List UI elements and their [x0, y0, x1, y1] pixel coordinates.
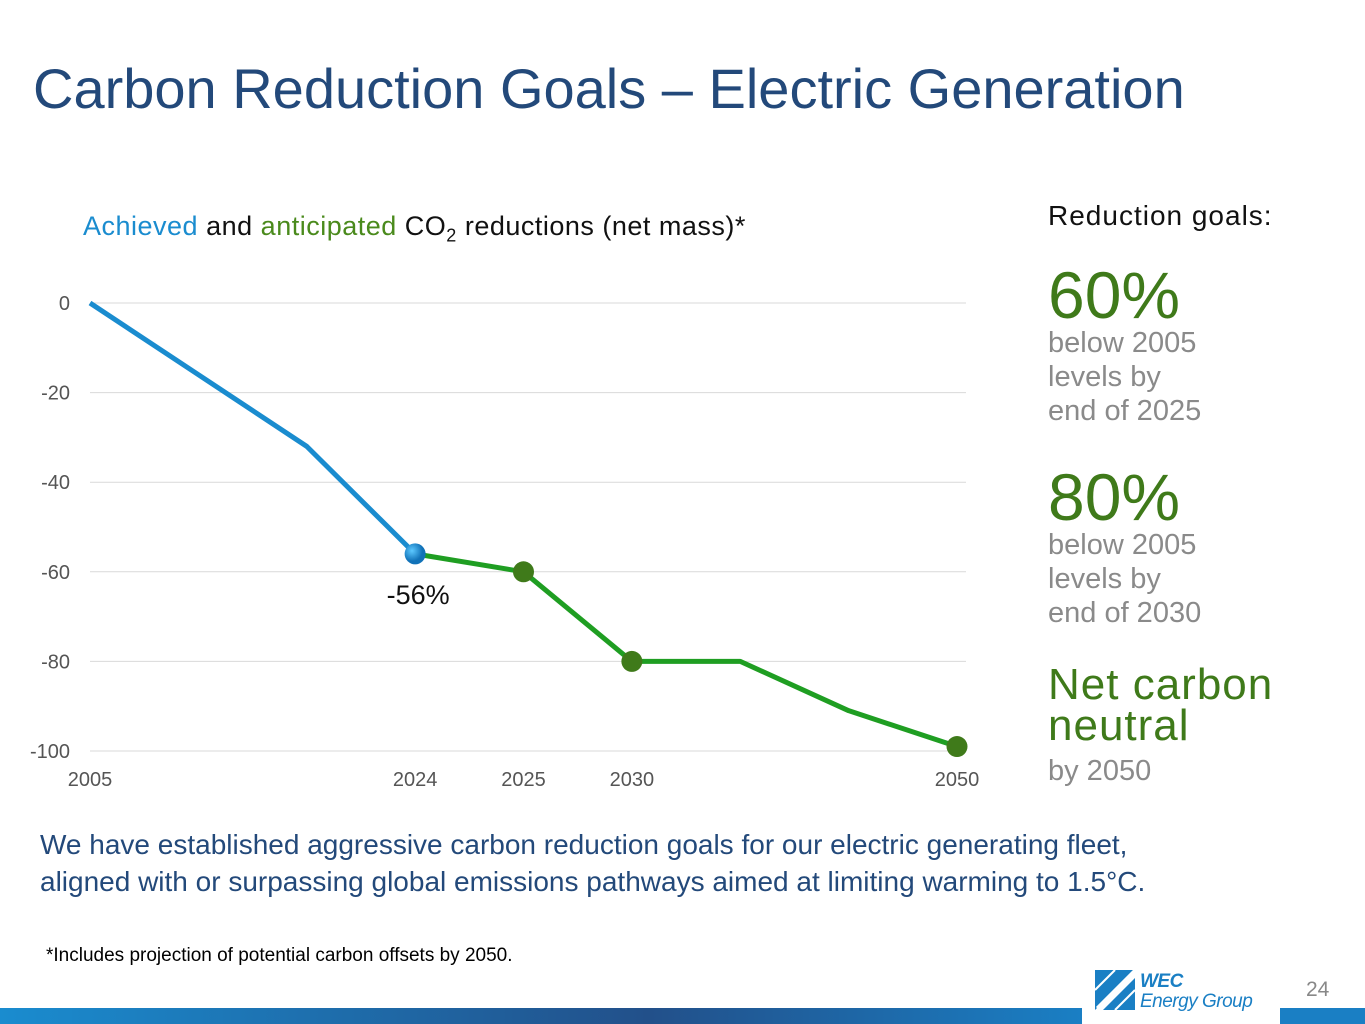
- footer-bar: [1280, 1008, 1365, 1024]
- goals-heading: Reduction goals:: [1048, 200, 1273, 231]
- x-tick-label: 2005: [68, 769, 113, 791]
- data-point: [404, 543, 426, 565]
- goal-text: below 2005: [1048, 529, 1197, 561]
- y-tick-label: -20: [41, 383, 70, 405]
- series-line: [414, 551, 958, 749]
- x-tick-label: 2050: [935, 769, 980, 791]
- goal: 60% below 2005 levels by end of 2025: [1048, 258, 1358, 428]
- y-tick-label: -80: [41, 651, 70, 673]
- goals-panel: Reduction goals: 60% below 2005 levels by e…: [1048, 200, 1358, 788]
- goal-headline: 80%: [1048, 460, 1181, 534]
- data-label: -56%: [387, 580, 450, 610]
- chart-title-text: reductions (net mass)*: [464, 211, 746, 241]
- goal-headline: neutral: [1048, 701, 1190, 750]
- logo-text: Energy Group: [1140, 991, 1253, 1012]
- logo-text: WEC Energy Group: [1140, 971, 1253, 1012]
- chart-title: Achieved and anticipated CO2 reductions …: [83, 211, 746, 246]
- data-point: [513, 561, 534, 583]
- logo-icon: [1094, 968, 1137, 1011]
- footnote: *Includes projection of potential carbon…: [46, 945, 513, 966]
- data-point: [946, 736, 968, 758]
- data-point: [621, 650, 643, 672]
- goal-headline: 60%: [1048, 258, 1181, 332]
- chart-title-text: CO2: [404, 211, 457, 245]
- y-tick-label: 0: [59, 293, 70, 315]
- goal-headline: Net carbon: [1048, 660, 1274, 709]
- chart-title-text: CO: [404, 211, 447, 241]
- y-tick-label: -100: [30, 741, 70, 763]
- goal-text: levels by: [1048, 361, 1161, 393]
- goal-text: end of 2030: [1048, 597, 1202, 629]
- body-line: aligned with or surpassing global emissi…: [40, 866, 1146, 897]
- x-tick-label: 2024: [393, 769, 438, 791]
- slide-title: Carbon Reduction Goals – Electric Genera…: [33, 57, 1185, 120]
- x-tick-label: 2025: [501, 769, 546, 791]
- y-tick-label: -40: [41, 472, 70, 494]
- goal-text: levels by: [1048, 563, 1161, 595]
- y-tick-label: -60: [41, 562, 70, 584]
- goal: 80% below 2005 levels by end of 2030: [1048, 460, 1358, 630]
- legend-entry: anticipated: [260, 211, 397, 241]
- series-line: [88, 300, 417, 556]
- footer-bar: [0, 1008, 1082, 1024]
- logo-text: WEC: [1140, 971, 1183, 992]
- goal-text: below 2005: [1048, 327, 1197, 359]
- page-number: 24: [1306, 978, 1330, 1001]
- body-text: We have established aggressive carbon re…: [40, 826, 1145, 900]
- goal-text: by 2050: [1048, 755, 1152, 787]
- legend-entry: Achieved: [83, 211, 199, 241]
- goal: Net carbon neutral by 2050: [1048, 660, 1358, 788]
- body-line: We have established aggressive carbon re…: [40, 829, 1128, 860]
- x-tick-label: 2030: [610, 769, 655, 791]
- goal-text: end of 2025: [1048, 395, 1202, 427]
- chart-title-text: and: [206, 211, 253, 241]
- chart-title-text: 2: [446, 225, 457, 246]
